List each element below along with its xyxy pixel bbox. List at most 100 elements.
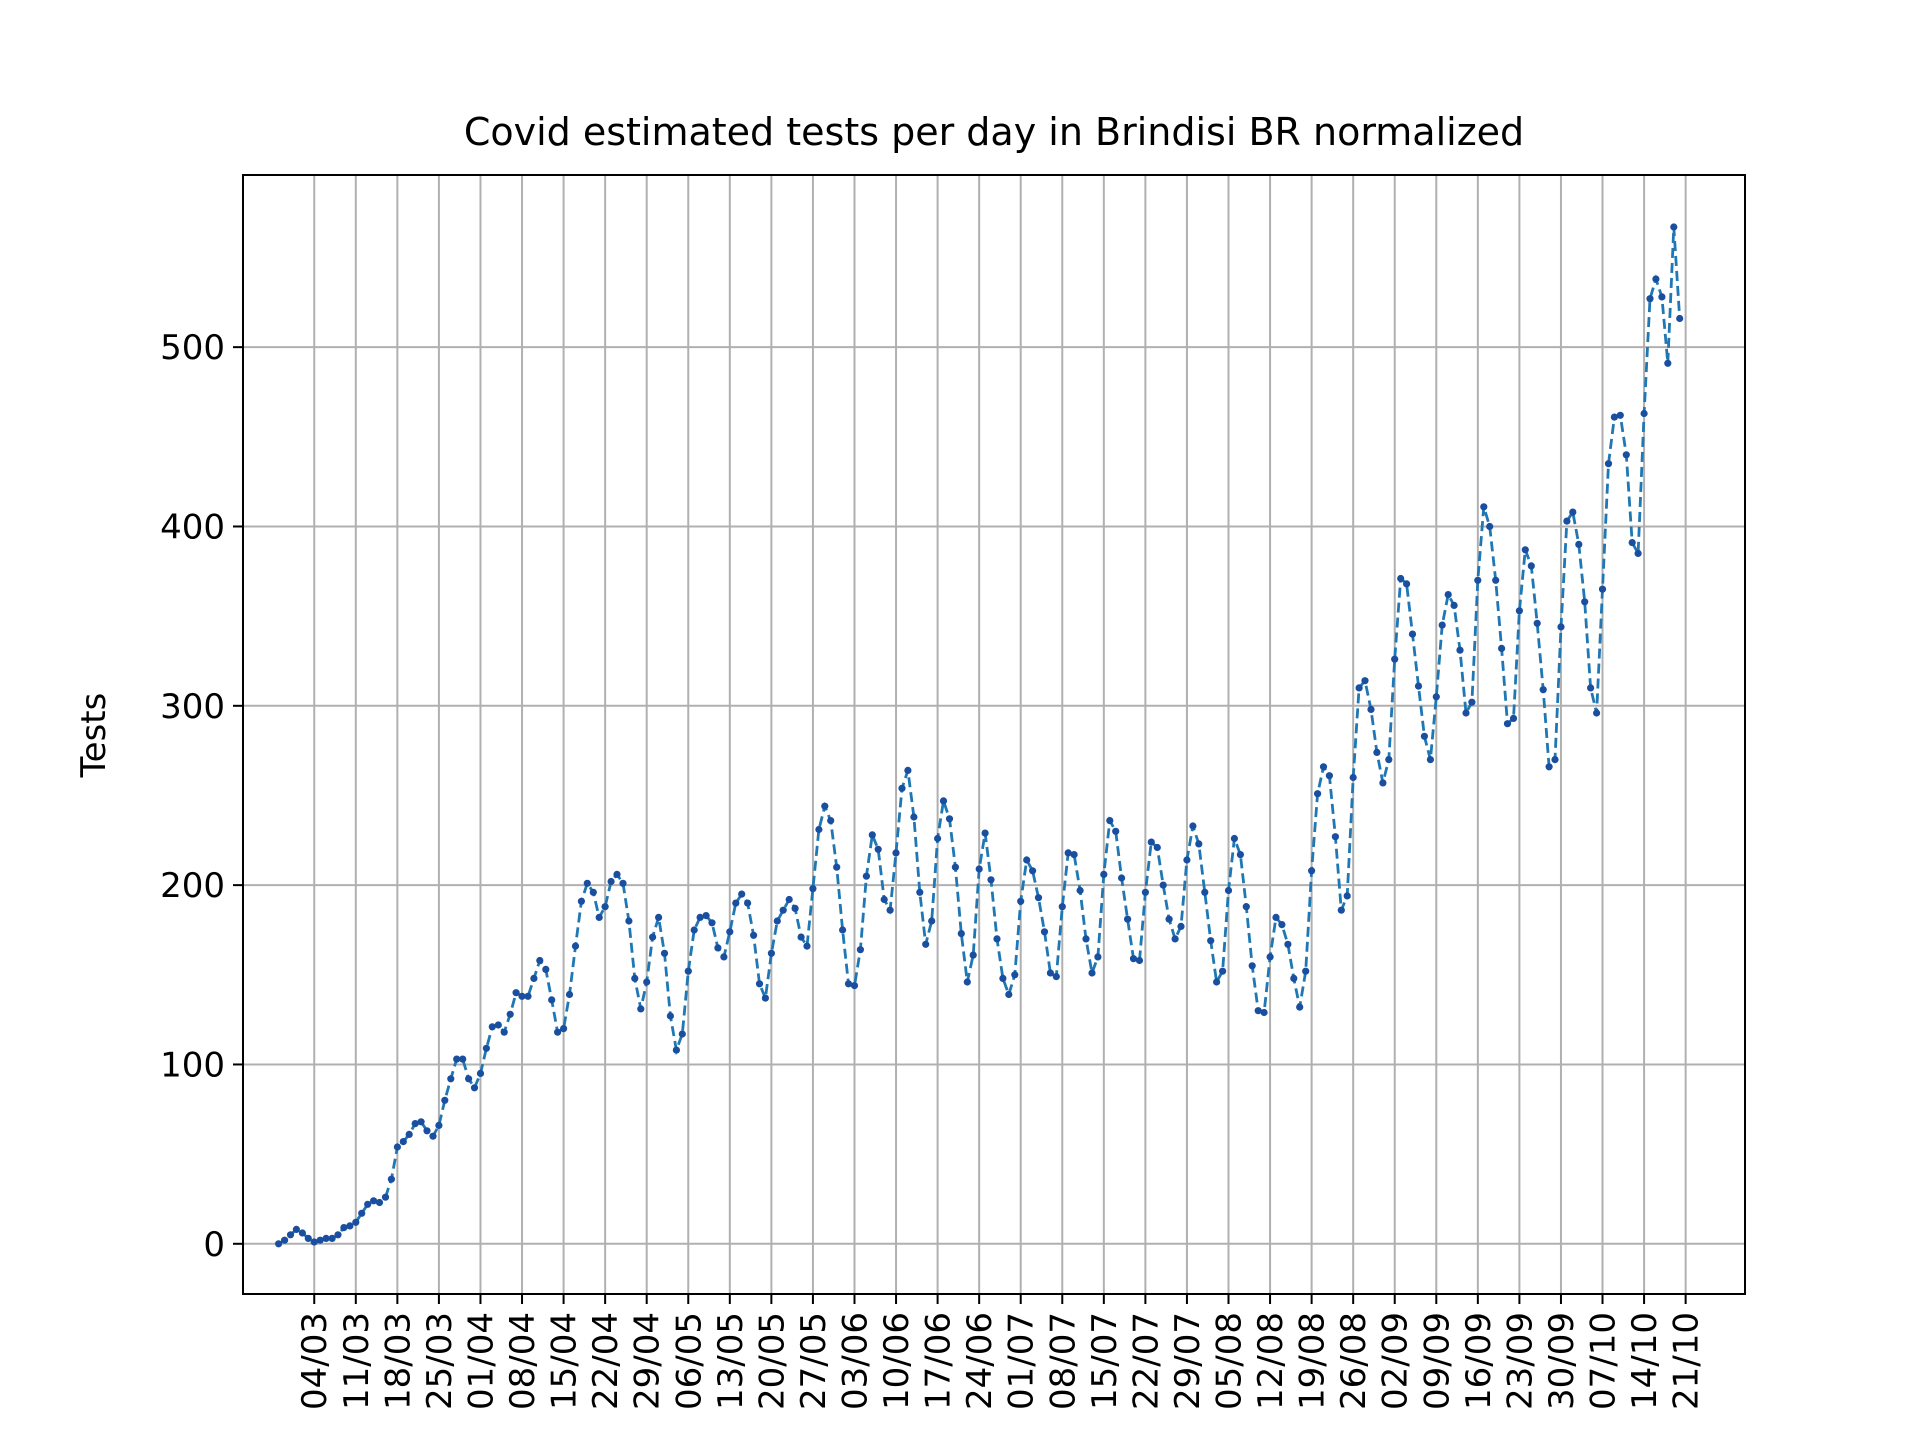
- data-point: [1325, 772, 1333, 780]
- data-point: [904, 766, 912, 775]
- x-tick-label: 16/09: [1459, 1312, 1499, 1410]
- data-point: [1432, 693, 1440, 701]
- data-point: [1670, 223, 1678, 231]
- data-point: [1278, 921, 1286, 929]
- y-tick-label: 300: [160, 687, 225, 727]
- data-point: [767, 949, 776, 957]
- y-axis-label: Tests: [74, 693, 114, 779]
- x-tick-label: 19/08: [1293, 1312, 1333, 1410]
- data-point: [1515, 607, 1523, 615]
- data-point: [969, 951, 977, 959]
- data-point: [1040, 928, 1049, 936]
- data-point: [1118, 874, 1126, 882]
- data-point: [827, 817, 835, 825]
- data-point: [963, 978, 971, 986]
- data-point: [649, 933, 657, 941]
- data-point: [803, 942, 811, 950]
- data-point: [1385, 756, 1393, 764]
- data-point: [1509, 714, 1518, 723]
- data-point: [1498, 644, 1506, 653]
- data-point: [1106, 817, 1114, 825]
- data-point: [797, 933, 805, 941]
- data-point: [560, 1025, 568, 1033]
- x-tick-label: 08/04: [503, 1312, 543, 1410]
- data-point: [750, 931, 758, 939]
- data-point: [1189, 822, 1197, 830]
- data-point: [1248, 962, 1256, 970]
- data-point: [1652, 275, 1660, 283]
- data-point: [607, 877, 615, 886]
- data-point: [1230, 834, 1238, 843]
- data-point: [993, 935, 1001, 943]
- data-point: [1551, 756, 1559, 764]
- data-point: [1676, 314, 1684, 323]
- x-tick-label: 04/03: [295, 1312, 335, 1410]
- data-point: [524, 992, 532, 1000]
- data-point: [702, 912, 710, 920]
- data-point: [939, 797, 948, 805]
- data-point: [292, 1225, 300, 1233]
- data-point: [892, 849, 900, 857]
- data-point: [447, 1075, 455, 1083]
- data-point: [1622, 451, 1630, 459]
- data-point: [358, 1209, 366, 1217]
- data-point: [1557, 623, 1565, 631]
- data-point: [1414, 682, 1423, 690]
- x-tick-label: 15/07: [1085, 1312, 1125, 1410]
- data-point: [1503, 720, 1512, 728]
- x-tick-label: 29/04: [628, 1312, 668, 1410]
- data-point: [1456, 646, 1464, 654]
- data-point: [364, 1200, 372, 1208]
- data-point: [340, 1224, 348, 1232]
- data-point: [1438, 621, 1446, 629]
- data-point: [1539, 686, 1547, 694]
- data-point: [738, 890, 746, 898]
- data-point: [1408, 630, 1417, 638]
- data-point: [856, 946, 865, 954]
- y-tick-label: 500: [160, 328, 225, 368]
- x-tick-label: 06/05: [669, 1312, 709, 1410]
- data-point: [1058, 903, 1066, 911]
- data-point: [791, 904, 799, 913]
- data-point: [1141, 888, 1149, 896]
- y-tick-label: 400: [160, 507, 225, 547]
- x-tick-label: 24/06: [960, 1312, 1000, 1410]
- data-point: [655, 913, 663, 922]
- data-point: [577, 897, 586, 905]
- data-point: [375, 1198, 384, 1207]
- data-point: [720, 953, 728, 961]
- y-tick-label: 0: [203, 1225, 225, 1265]
- data-point: [1361, 677, 1369, 685]
- data-point: [571, 942, 580, 950]
- data-point: [761, 994, 770, 1002]
- data-point: [1319, 763, 1328, 771]
- data-point: [1569, 508, 1577, 516]
- data-point: [548, 996, 556, 1004]
- data-point: [666, 1012, 675, 1020]
- data-point: [275, 1240, 283, 1248]
- data-point: [1664, 359, 1672, 367]
- data-point: [1462, 709, 1470, 717]
- data-point: [684, 967, 692, 975]
- data-point: [334, 1231, 342, 1239]
- data-point: [957, 930, 965, 938]
- data-point: [1628, 539, 1636, 547]
- data-point: [1023, 856, 1031, 864]
- data-point: [381, 1193, 390, 1201]
- x-tick-label: 26/08: [1334, 1312, 1374, 1410]
- x-tick-label: 29/07: [1168, 1312, 1208, 1410]
- data-point: [690, 926, 698, 934]
- x-tick-label: 05/08: [1210, 1312, 1250, 1410]
- data-point: [1575, 540, 1583, 549]
- data-point: [506, 1010, 514, 1018]
- chart-title: Covid estimated tests per day in Brindis…: [464, 110, 1524, 154]
- data-point: [304, 1234, 312, 1242]
- x-tick-label: 11/03: [337, 1312, 377, 1410]
- data-point: [708, 919, 716, 927]
- data-point: [898, 784, 906, 792]
- data-point: [1563, 517, 1571, 525]
- y-tick-label: 100: [160, 1045, 225, 1085]
- data-point: [565, 990, 574, 999]
- x-tick-label: 09/09: [1417, 1312, 1457, 1410]
